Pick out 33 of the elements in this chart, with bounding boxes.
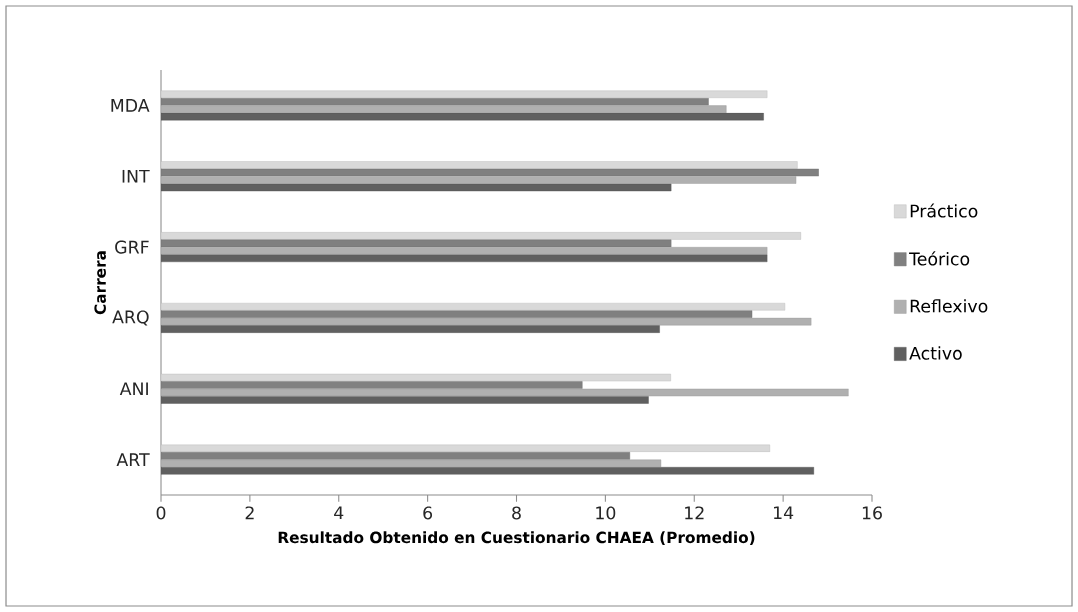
x-tick-label: 6 [423, 506, 433, 520]
y-tick-label: ART [116, 453, 150, 466]
x-tick-label: 4 [334, 506, 344, 520]
x-tick-label: 12 [685, 506, 704, 520]
bar [161, 373, 671, 382]
bar [161, 467, 814, 475]
bar [161, 232, 802, 240]
x-tick-label: 8 [512, 506, 521, 520]
legend-label: Práctico [910, 203, 978, 218]
bar [161, 183, 672, 192]
x-axis-title: Resultado Obtenido en Cuestionario CHAEA (Promedio) [278, 531, 755, 545]
legend-label: Teórico [909, 251, 970, 266]
y-axis-title: Carrera [94, 251, 106, 315]
x-tick-label: 0 [156, 506, 166, 520]
bar [161, 161, 798, 169]
x-tick-label: 16 [862, 506, 882, 520]
bar [161, 302, 786, 311]
x-tick-label: 2 [245, 506, 254, 520]
bar [161, 325, 660, 333]
y-tick-label: GRF [115, 240, 149, 254]
y-tick-label: ARQ [112, 310, 149, 326]
bar [161, 444, 770, 453]
x-tick-label: 10 [596, 506, 616, 520]
y-tick-label: MDA [111, 99, 150, 112]
bar [161, 112, 764, 121]
y-tick-label: INT [122, 169, 150, 183]
y-tick-label: ANI [119, 382, 148, 396]
x-tick-label: 14 [774, 506, 794, 520]
bar [161, 396, 649, 404]
legend-label: Activo [909, 346, 962, 360]
legend-label: Reflexivo [910, 299, 988, 313]
bar [161, 90, 768, 98]
bar [161, 254, 768, 263]
